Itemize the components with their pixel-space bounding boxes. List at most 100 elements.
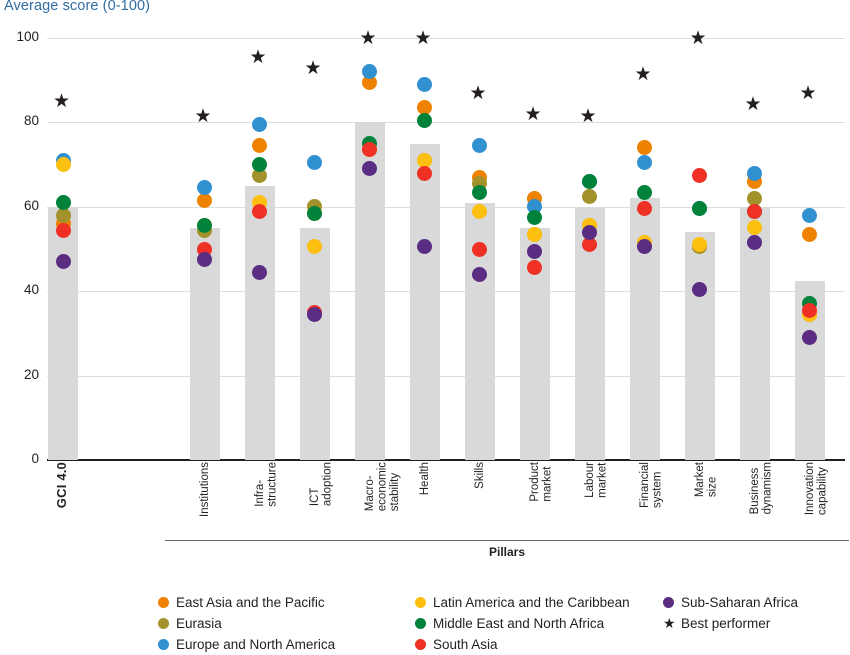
data-point: [637, 201, 652, 217]
best-performer-marker: ★: [53, 91, 71, 113]
data-point: [197, 192, 212, 208]
legend-item[interactable]: Latin America and the Caribbean: [415, 592, 630, 613]
y-axis-title: Average score (0-100): [4, 0, 151, 14]
data-point: [417, 165, 432, 181]
pillars-group-rule: [165, 540, 849, 541]
legend-item[interactable]: South Asia: [415, 634, 630, 655]
data-point: [527, 243, 542, 259]
data-point: [197, 180, 212, 196]
data-point: [417, 100, 432, 116]
data-point: [747, 190, 762, 206]
data-point: [637, 239, 652, 255]
data-point: [747, 235, 762, 251]
data-point: [417, 112, 432, 128]
y-tick-label-20: 20: [23, 366, 39, 382]
best-performer-marker: ★: [194, 106, 212, 128]
plot-area: 0 20 40 60 80 100 ★ ★ ★ ★ ★ ★ ★ ★ ★ ★ ★ ★ ★: [16, 29, 845, 466]
data-point: [362, 161, 377, 177]
data-point: [527, 226, 542, 242]
x-axis-labels: GCI 4.0 Institutions Infra- structure ICT a…: [47, 462, 845, 562]
best-performer-marker: ★: [304, 57, 322, 79]
x-axis-label: Labour market: [583, 462, 609, 498]
data-point: [472, 184, 487, 200]
bar: [354, 122, 385, 460]
bar: [684, 232, 715, 460]
best-performer-marker: ★: [579, 106, 597, 128]
legend-label: Latin America and the Caribbean: [433, 595, 630, 610]
data-point: [747, 203, 762, 219]
data-point: [307, 154, 322, 170]
x-axis-label: GCI 4.0: [54, 462, 69, 509]
bar: [244, 185, 275, 460]
best-performer-marker: ★: [469, 82, 487, 104]
legend-label: East Asia and the Pacific: [176, 595, 325, 610]
legend-swatch-dot-icon: [415, 597, 426, 608]
data-point: [692, 281, 707, 297]
legend-item[interactable]: East Asia and the Pacific: [158, 592, 335, 613]
legend-label: Middle East and North Africa: [433, 616, 605, 631]
data-point: [637, 184, 652, 200]
y-tick-label-80: 80: [23, 113, 39, 129]
x-axis-label: ICT adoption: [308, 462, 334, 507]
data-point: [527, 209, 542, 225]
data-point: [252, 203, 267, 219]
data-point: [307, 205, 322, 221]
data-point: [307, 306, 322, 322]
legend-item[interactable]: Eurasia: [158, 613, 335, 634]
pillars-group-label: Pillars: [489, 545, 526, 559]
bar: [409, 143, 440, 460]
legend-item[interactable]: Middle East and North Africa: [415, 613, 630, 634]
gridline-20: [47, 375, 845, 377]
legend-swatch-dot-icon: [158, 618, 169, 629]
legend-column: East Asia and the Pacific Eurasia Europe a…: [158, 592, 335, 655]
data-point: [802, 207, 817, 223]
data-point: [802, 330, 817, 346]
best-performer-marker: ★: [634, 63, 652, 85]
x-axis-label: Macro- economic stability: [363, 462, 401, 512]
x-axis-label: Infra- structure: [253, 462, 279, 507]
data-point: [252, 157, 267, 173]
data-point: [692, 167, 707, 183]
legend-swatch-dot-icon: [158, 597, 169, 608]
data-point: [802, 226, 817, 242]
data-point: [747, 165, 762, 181]
gridline-100: [47, 38, 845, 39]
best-performer-marker: ★: [359, 28, 377, 50]
star-icon: ★: [663, 615, 676, 631]
best-performer-marker: ★: [799, 82, 817, 104]
bar: [48, 206, 78, 460]
data-point: [417, 239, 432, 255]
x-axis-label: Institutions: [198, 462, 211, 517]
data-point: [362, 142, 377, 158]
best-performer-marker: ★: [744, 93, 762, 115]
best-performer-marker: ★: [414, 28, 432, 50]
data-point: [362, 74, 377, 90]
data-point: [307, 239, 322, 255]
data-point: [692, 237, 707, 253]
data-point: [55, 222, 71, 238]
legend-item[interactable]: ★ Best performer: [663, 613, 798, 634]
gridline-60: [47, 206, 845, 208]
data-point: [472, 203, 487, 219]
legend-item[interactable]: Europe and North America: [158, 634, 335, 655]
y-tick-label-100: 100: [16, 29, 39, 44]
data-point: [417, 76, 432, 92]
data-point: [55, 195, 71, 211]
gridline-0: [47, 459, 845, 461]
legend-item[interactable]: Sub-Saharan Africa: [663, 592, 798, 613]
legend-swatch-dot-icon: [158, 639, 169, 650]
y-tick-label-40: 40: [23, 282, 39, 298]
data-point: [472, 138, 487, 154]
data-point: [582, 224, 597, 240]
best-performer-marker: ★: [524, 104, 542, 126]
legend-label: Europe and North America: [176, 637, 336, 652]
data-point: [417, 152, 432, 168]
legend-label: Best performer: [681, 616, 771, 631]
legend-label: Sub-Saharan Africa: [681, 595, 799, 610]
legend-label: Eurasia: [176, 616, 222, 631]
x-axis-label: Market size: [693, 462, 719, 498]
chart-legend: East Asia and the Pacific Eurasia Europe a…: [0, 592, 850, 654]
data-point: [472, 241, 487, 257]
data-point: [55, 207, 71, 223]
